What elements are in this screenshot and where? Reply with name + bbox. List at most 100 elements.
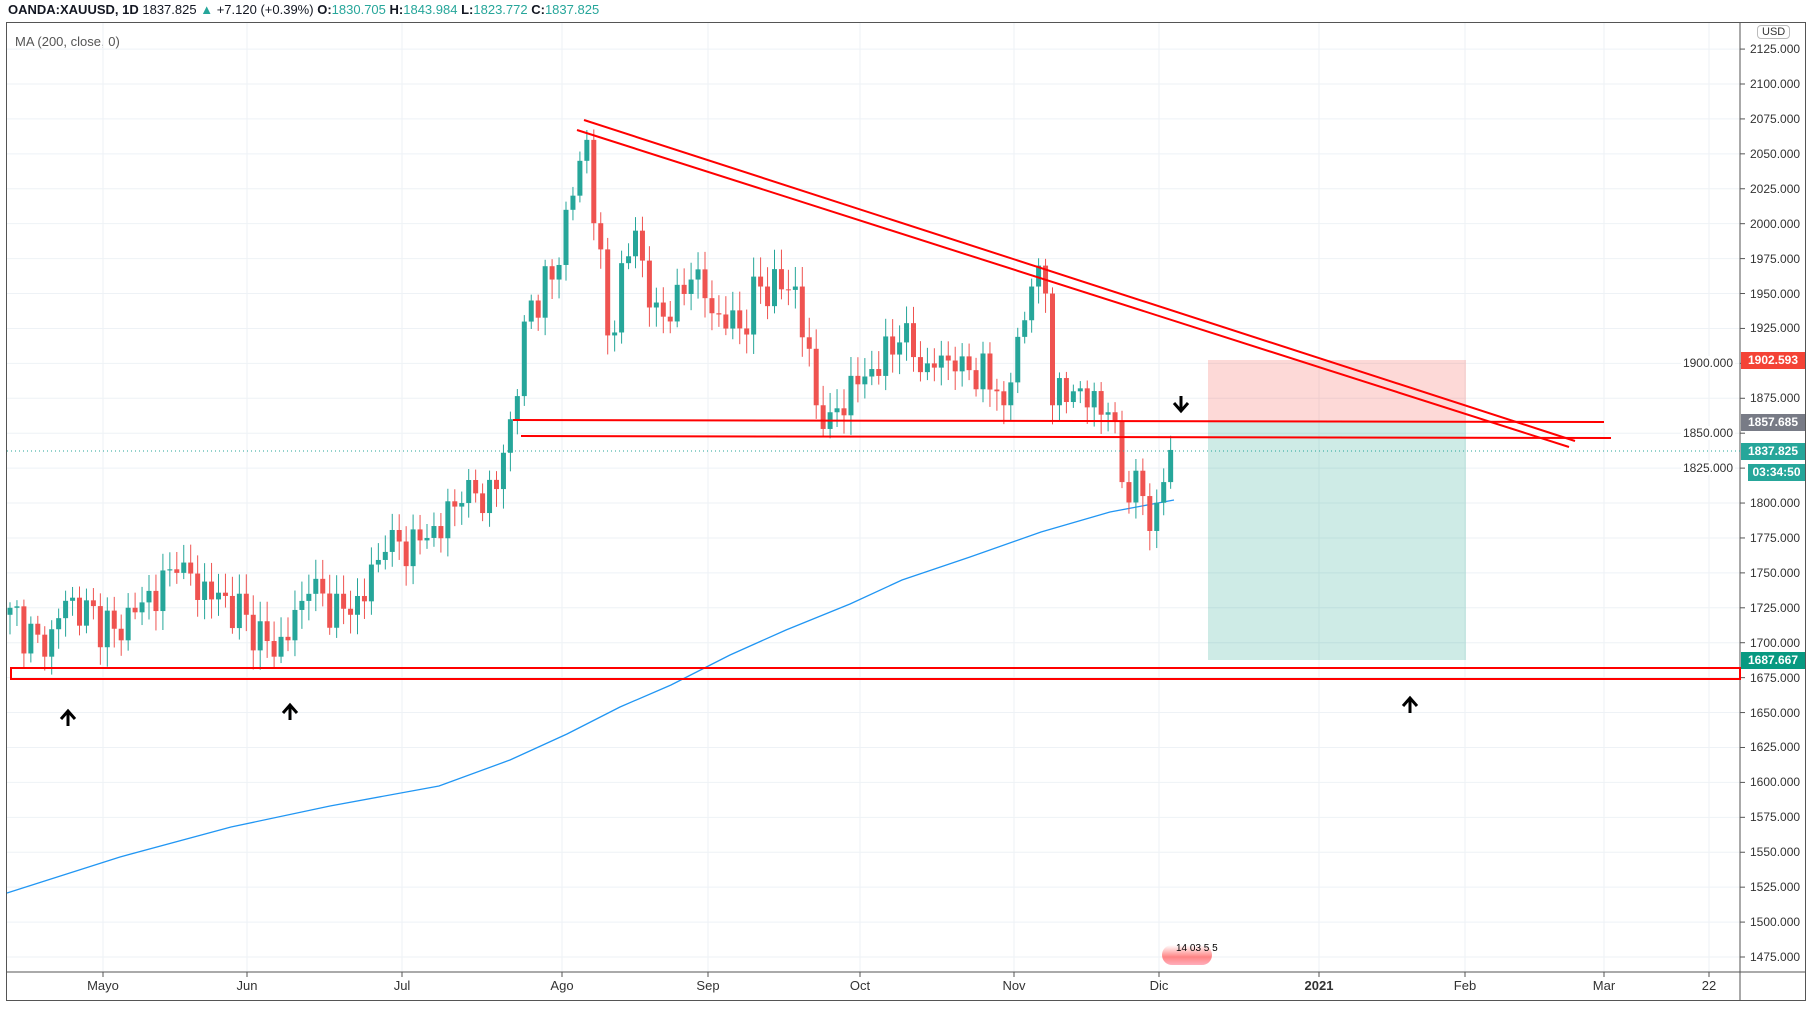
candle-body xyxy=(1119,421,1125,483)
candle-body xyxy=(1140,470,1146,497)
candle-body xyxy=(195,573,201,600)
time-tick-label: Ago xyxy=(550,978,574,993)
ma-indicator-label[interactable]: MA (200, close, 0) xyxy=(15,34,120,49)
support-zone-rect xyxy=(10,667,1741,680)
candle-body xyxy=(118,628,124,641)
candle-body xyxy=(1050,293,1055,406)
candle-body xyxy=(417,529,423,541)
candle-body xyxy=(1063,378,1069,403)
candle-body xyxy=(535,300,541,318)
candle-body xyxy=(243,593,249,615)
candle-body xyxy=(667,316,673,322)
candle-body xyxy=(987,353,993,390)
candle-body xyxy=(695,269,701,280)
candle-body xyxy=(132,607,138,613)
candle-body xyxy=(473,480,479,494)
candle-body xyxy=(146,590,152,603)
price-tick-label: 2125.000 xyxy=(1750,42,1801,57)
currency-button[interactable]: USD xyxy=(1757,25,1791,39)
time-tick-label: Oct xyxy=(849,978,871,993)
candle-body xyxy=(271,641,277,657)
candle-body xyxy=(917,357,923,373)
candle-body xyxy=(834,408,840,413)
price-tick-label: 1700.000 xyxy=(1750,635,1801,650)
candle-body xyxy=(883,336,889,376)
close-label: C: xyxy=(531,2,545,17)
arrow-up-icon xyxy=(59,708,77,726)
price-tick-label: 1925.000 xyxy=(1750,321,1801,336)
candle-body xyxy=(1098,391,1104,415)
candle-body xyxy=(904,323,910,343)
candle-body xyxy=(1133,470,1139,503)
candle-body xyxy=(688,279,694,294)
candle-body xyxy=(813,348,819,406)
stop-price-label: 1902.593 xyxy=(1741,352,1805,369)
arrow-up-icon xyxy=(281,702,299,720)
candle-body xyxy=(77,597,82,626)
up-triangle-icon: ▲ xyxy=(200,2,214,17)
candle-body xyxy=(28,623,34,654)
trendline-lower xyxy=(576,129,1570,448)
candle-body xyxy=(591,139,597,224)
candle-body xyxy=(348,608,354,615)
candle-body xyxy=(70,597,76,601)
arrow-up-icon xyxy=(1401,695,1419,713)
price-tick-label: 1850.000 xyxy=(1680,426,1735,441)
price-tick-label: 1525.000 xyxy=(1750,880,1801,895)
candle-body xyxy=(487,479,493,514)
candle-body xyxy=(21,606,27,654)
candle-body xyxy=(334,593,340,628)
candle-body xyxy=(716,313,722,315)
candle-body xyxy=(911,323,916,358)
candle-body xyxy=(799,286,805,338)
candle-body xyxy=(500,452,506,490)
event-label: 14 03 5 5 xyxy=(1176,943,1218,954)
candle-body xyxy=(514,396,520,420)
candle-body xyxy=(125,607,131,641)
candle-body xyxy=(1147,496,1153,531)
candle-body xyxy=(862,376,868,385)
candle-body xyxy=(174,569,180,573)
price-tick-label: 1650.000 xyxy=(1750,705,1801,720)
candle-body xyxy=(639,230,645,261)
time-tick-label: Dic xyxy=(1149,978,1169,993)
trendline-upper xyxy=(583,119,1576,442)
support-line-1 xyxy=(512,419,1605,423)
candle-body xyxy=(744,328,750,335)
candle-body xyxy=(528,300,534,322)
candle-body xyxy=(188,562,194,574)
candle-body xyxy=(584,139,590,161)
candle-body xyxy=(848,375,854,416)
candle-body xyxy=(890,336,896,355)
candle-body xyxy=(924,363,930,373)
candle-body xyxy=(931,363,937,368)
candle-body xyxy=(361,595,367,602)
candle-body xyxy=(403,541,409,567)
candle-body xyxy=(1022,320,1028,337)
candle-body xyxy=(598,223,604,250)
us-flag-event-icon[interactable] xyxy=(1162,945,1212,965)
candle-body xyxy=(480,493,486,514)
candle-body xyxy=(653,302,659,308)
candle-body xyxy=(563,209,569,265)
candle-body xyxy=(785,289,791,291)
candle-body xyxy=(306,593,312,601)
candle-body xyxy=(216,592,221,600)
candle-body xyxy=(83,600,89,626)
candle-body xyxy=(202,581,208,600)
candle-body xyxy=(702,269,708,299)
candle-body xyxy=(1091,391,1097,408)
candle-body xyxy=(646,260,652,308)
candle-body xyxy=(292,609,298,641)
candle-body xyxy=(619,263,625,333)
candle-body xyxy=(452,501,458,507)
candle-body xyxy=(605,249,611,336)
candle-body xyxy=(778,269,784,290)
price-tick-label: 1675.000 xyxy=(1750,670,1801,685)
candle-body xyxy=(612,332,618,336)
candle-body xyxy=(355,595,360,615)
candle-body xyxy=(1105,412,1111,415)
ma-200-line xyxy=(6,499,1175,894)
candle-body xyxy=(556,264,562,280)
